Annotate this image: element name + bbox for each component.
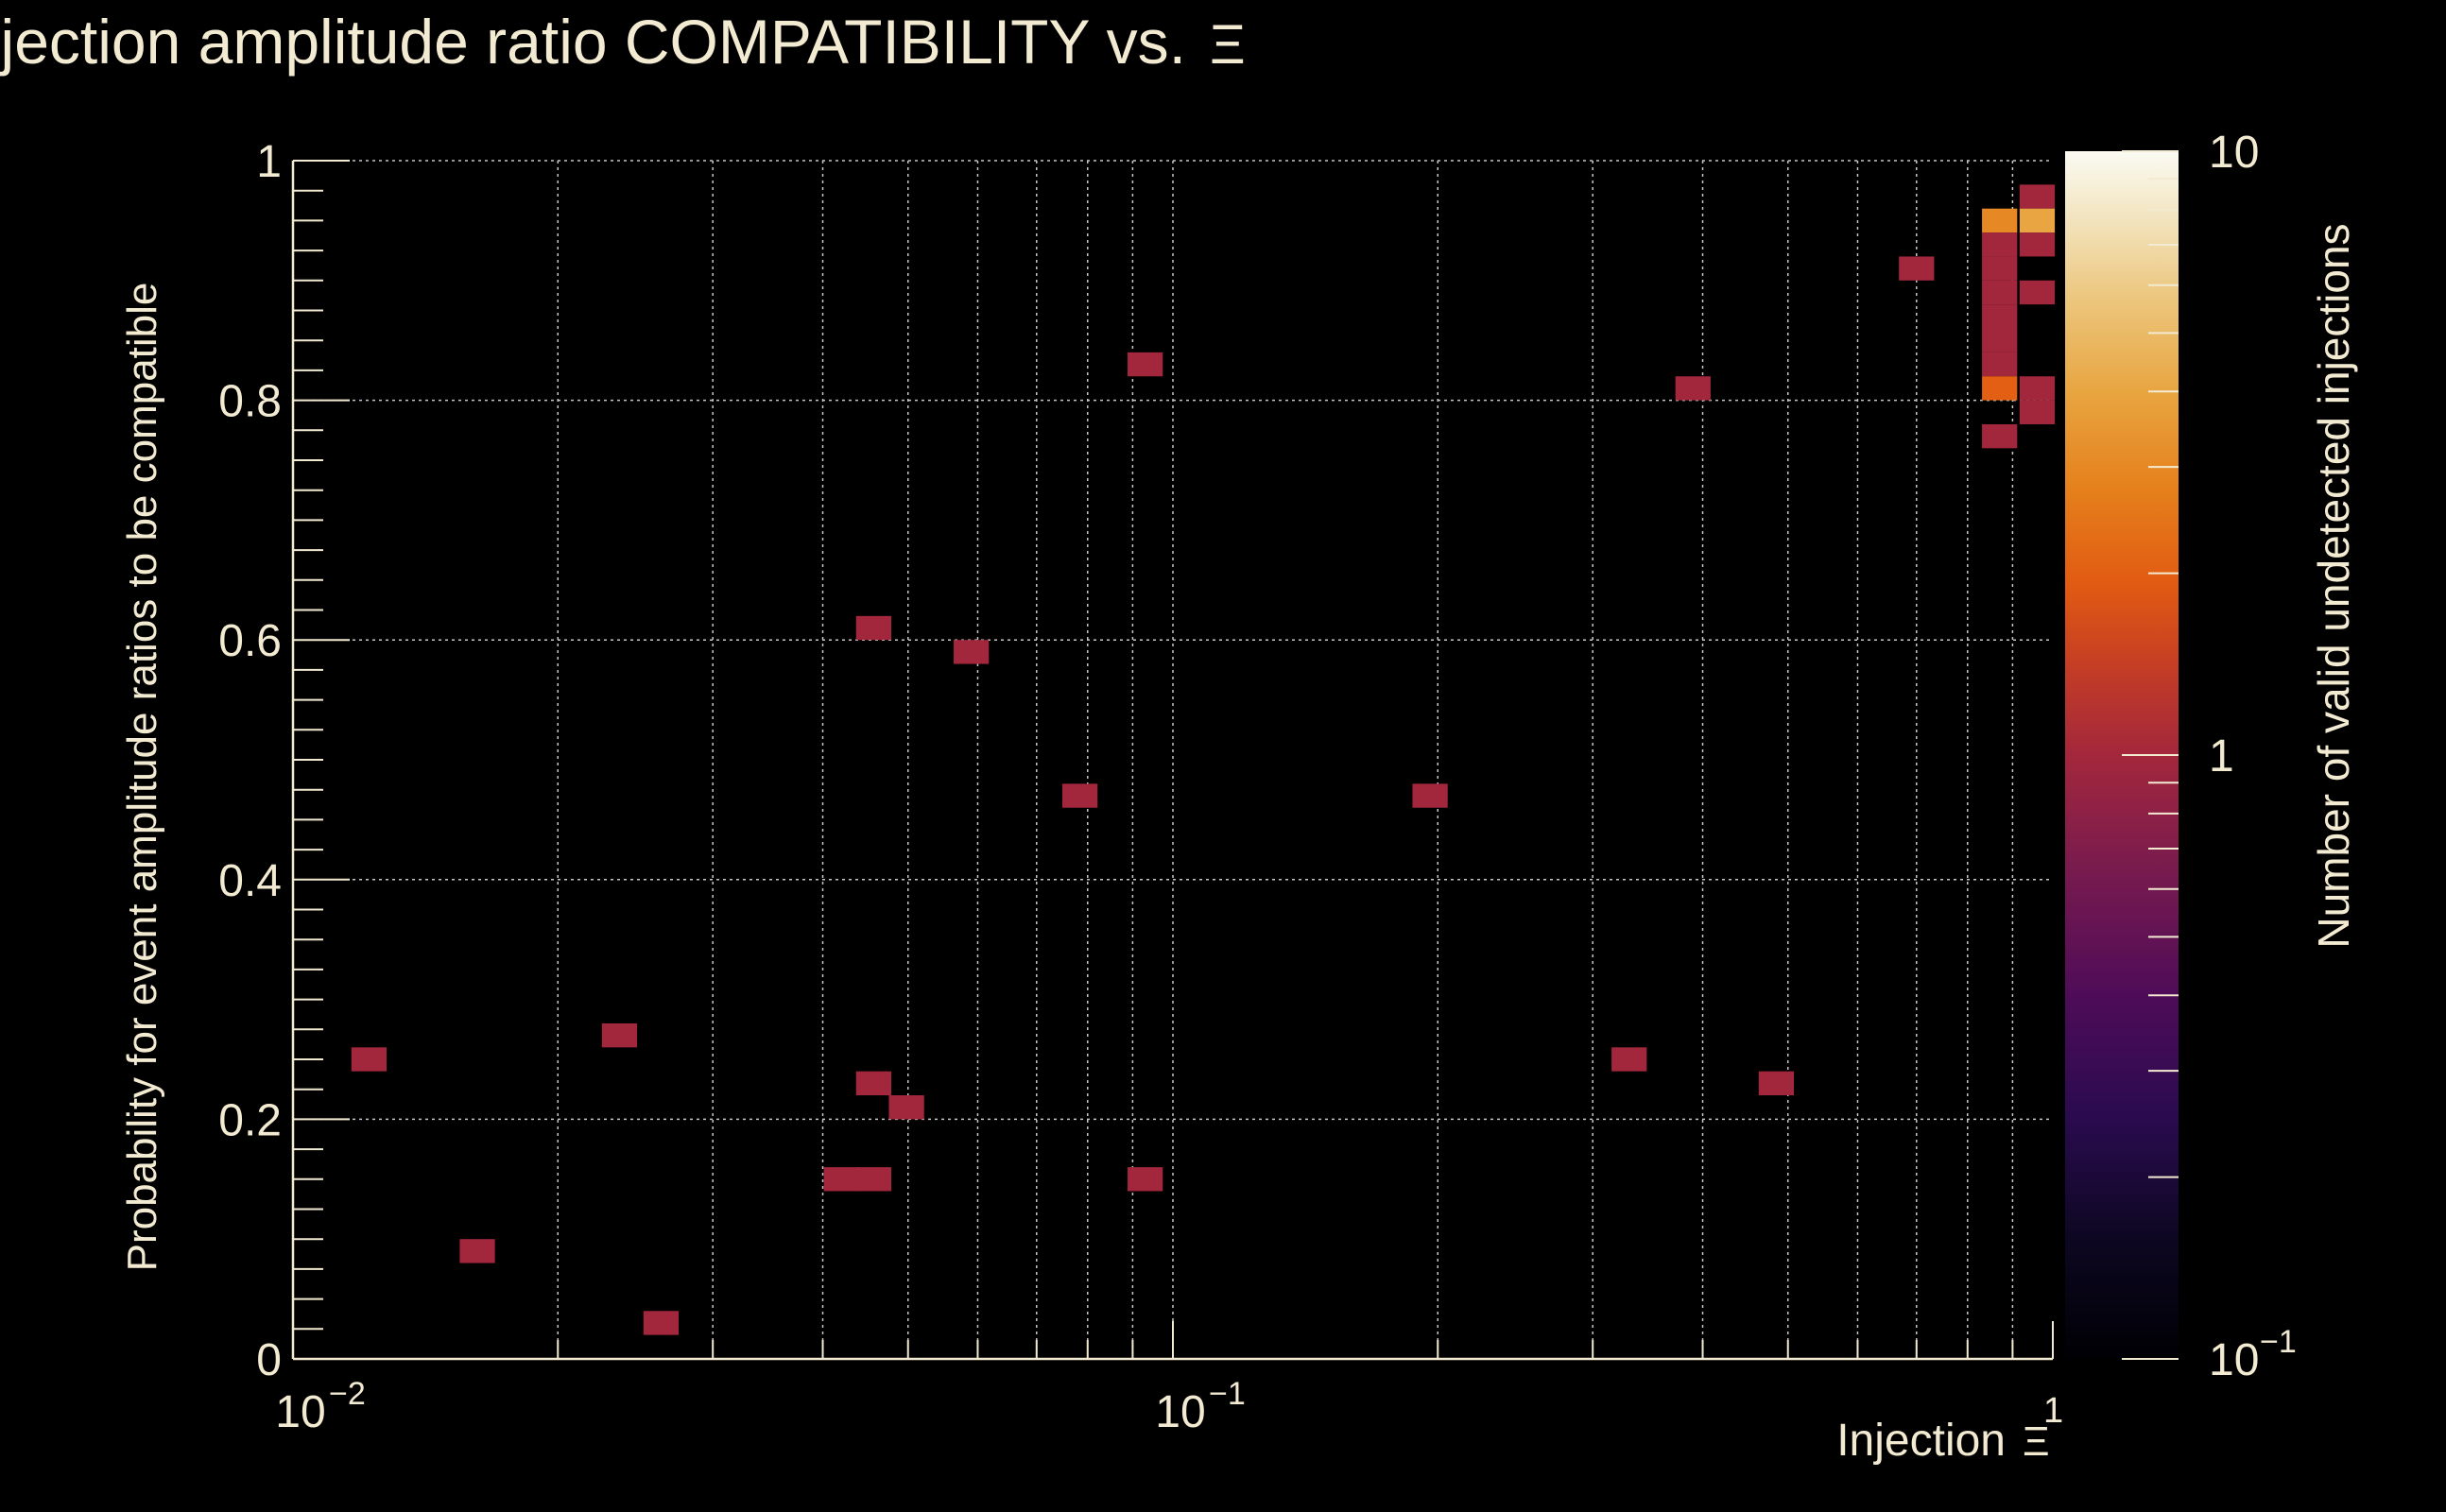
- heatmap-cell: [855, 615, 892, 641]
- y-tick-label: 0.6: [218, 616, 282, 666]
- heatmap-cell: [1412, 783, 1448, 808]
- y-tick-label: 0.8: [218, 377, 282, 427]
- grid-lines: [293, 160, 2053, 1359]
- heatmap-cell: [1982, 328, 2018, 352]
- heatmap-cells: [351, 184, 2056, 1335]
- y-tick-label: 0.4: [218, 856, 282, 906]
- x-tick-labels: 10 −2 10 −1 1: [275, 1376, 2063, 1437]
- heatmap-cell: [2019, 184, 2056, 209]
- heatmap-cell: [888, 1095, 924, 1120]
- heatmap-cell: [1982, 208, 2018, 233]
- heatmap-cell: [1982, 423, 2018, 449]
- heatmap-cell: [1982, 376, 2018, 401]
- x-axis-label: Injection: [1836, 1416, 2006, 1466]
- heatmap-cell: [1758, 1071, 1795, 1096]
- heatmap-cell: [1982, 280, 2018, 305]
- x-tick-label: 10: [275, 1387, 325, 1437]
- heatmap-cell: [601, 1022, 638, 1048]
- heatmap-cell: [1982, 256, 2018, 281]
- x-tick-label: 1: [2043, 1391, 2063, 1431]
- chart-title: Injection amplitude ratio COMPATIBILITY …: [0, 7, 1186, 77]
- heatmap-cell: [1061, 783, 1098, 808]
- x-tick-label-exponent: −1: [1209, 1376, 1246, 1412]
- heatmap-cell: [954, 640, 990, 664]
- heatmap-cell: [1982, 352, 2018, 377]
- heatmap-cell: [1982, 232, 2018, 257]
- heatmap-cell: [643, 1311, 680, 1335]
- y-tick-label: 0: [256, 1335, 282, 1385]
- color-bar-label: 1: [2209, 731, 2234, 782]
- heatmap-cell: [1899, 256, 1935, 281]
- heatmap-cell: [2019, 232, 2056, 257]
- color-bar-label: 10: [2209, 128, 2259, 178]
- chart-title-symbol: Ξ: [1210, 14, 1246, 76]
- y-tick-label: 1: [256, 137, 282, 187]
- heatmap-cell: [1128, 1167, 1163, 1192]
- heatmap-cell: [2019, 400, 2056, 424]
- heatmap-cell: [1982, 304, 2018, 329]
- heatmap-cell: [1611, 1047, 1647, 1072]
- color-bar-ticks: [2122, 150, 2179, 1360]
- heatmap-cell: [2019, 280, 2056, 305]
- heatmap-cell: [351, 1047, 388, 1072]
- heatmap-cell: [2019, 376, 2056, 401]
- heatmap-cell: [823, 1167, 859, 1192]
- color-bar-label: 10: [2209, 1335, 2259, 1385]
- color-bar-title: Number of valid undetected injections: [2309, 223, 2358, 948]
- x-axis-label-symbol: Ξ: [2023, 1418, 2050, 1465]
- x-tick-label: 10: [1155, 1387, 1205, 1437]
- heatmap-cell: [2019, 208, 2056, 233]
- color-bar-label-exponent: −1: [2260, 1324, 2297, 1360]
- y-tick-label: 0.2: [218, 1095, 282, 1145]
- y-tick-labels: 0 0.2 0.4 0.6 0.8 1: [218, 137, 282, 1385]
- heatmap-cell: [855, 1167, 892, 1192]
- axis-ticks: [292, 160, 2054, 1360]
- heatmap-cell: [1128, 352, 1163, 377]
- y-axis-label: Probability for event amplitude ratios t…: [119, 283, 165, 1272]
- x-tick-label-exponent: −2: [329, 1376, 366, 1412]
- heatmap-cell: [459, 1239, 495, 1263]
- heatmap-cell: [855, 1071, 892, 1096]
- heatmap-cell: [1675, 376, 1711, 401]
